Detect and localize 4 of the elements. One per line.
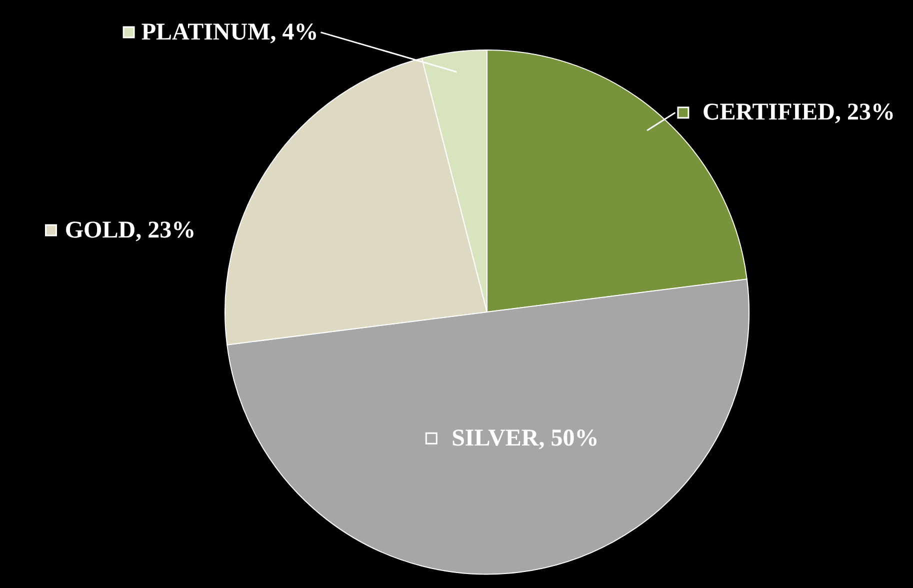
legend-label: GOLD, 23%	[64, 217, 196, 244]
legend-label: SILVER, 50%	[452, 425, 599, 452]
legend-label: PLATINUM, 4%	[141, 19, 318, 46]
legend-label: CERTIFIED, 23%	[702, 100, 895, 126]
